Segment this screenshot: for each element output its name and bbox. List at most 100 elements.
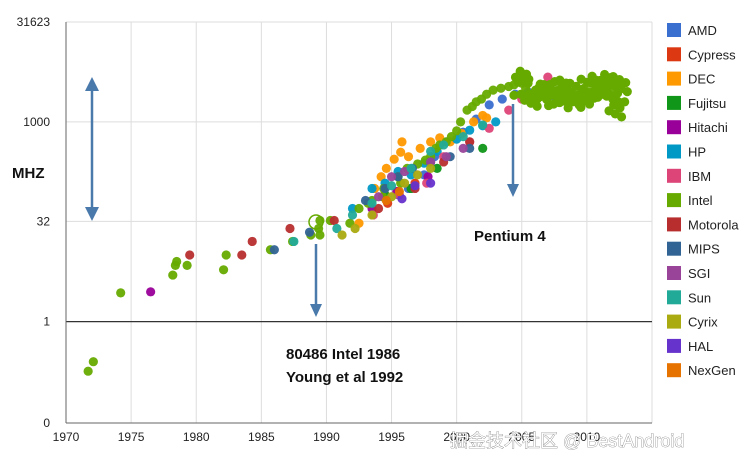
intel-80486-arrow [310,244,322,317]
y-tick-label: 0 [43,416,50,430]
data-point-intel [532,101,542,111]
x-tick-label: 1970 [53,430,80,444]
data-point-sun [439,140,449,150]
x-tick-label: 2010 [574,430,601,444]
data-point-mips [269,245,279,255]
data-point-sun [332,223,342,234]
axes [65,22,652,424]
legend-swatch [667,217,681,232]
data-point-dec [482,113,492,123]
data-point-sun [458,132,468,142]
intel-dense-cluster [509,66,632,122]
legend-item-fujitsu: Fujitsu [667,95,726,111]
legend-label: AMD [688,23,717,38]
data-point-dec [389,154,399,164]
data-point-sgi [441,152,451,162]
legend-label: Intel [688,193,713,208]
legend-swatch [667,47,681,62]
data-point-intel [553,97,564,107]
data-point-dec [468,117,479,127]
range-double-arrow [85,77,99,221]
legend-swatch [667,338,681,353]
data-point-sgi [386,172,397,182]
data-point-intel [583,93,593,103]
y-axis-ticks: 31623 1000 32 1 0 [17,15,51,430]
data-point-intel [488,85,498,95]
series-hal [397,178,436,204]
legend-label: DEC [688,72,715,87]
x-tick-label: 1975 [118,430,145,444]
data-point-hal [397,194,407,204]
data-point-mips [304,227,315,237]
data-point-sun [426,146,436,157]
data-point-intel [622,87,632,97]
data-point-intel [172,256,182,267]
legend-item-hp: HP [667,144,706,160]
data-point-cyrix [426,163,436,174]
data-point-motorola [373,203,384,214]
legend-label: Hitachi [688,120,728,135]
x-tick-label: 1990 [313,430,340,444]
data-point-cyrix [337,230,347,240]
y-axis-label: MHZ [12,165,45,182]
y-tick-label: 31623 [17,15,51,29]
data-point-hp [491,117,501,127]
data-point-cyrix [367,210,377,220]
data-point-intel [521,77,531,87]
data-point-intel [593,92,603,102]
series-sun [289,120,488,247]
legend-label: Sun [688,290,711,305]
data-point-nexgen [381,195,391,206]
legend-swatch [667,95,681,110]
annotation-arrows [85,77,519,317]
legend-label: Cyrix [688,315,718,330]
legend-label: IBM [688,169,711,184]
data-point-intel [496,83,506,93]
legend-swatch [667,120,681,135]
data-point-intel [182,260,192,270]
watermark: 掘金技术社区 @ BestAndroid [450,431,684,451]
legend-item-nexgen: NexGen [667,363,736,378]
data-point-motorola [247,236,257,247]
data-point-mips [393,172,403,182]
legend-label: MIPS [688,242,720,257]
data-point-sun [367,198,377,208]
legend-swatch [667,290,681,305]
x-tick-label: 1985 [248,430,275,444]
annotation-young-et-al-1992: Young et al 1992 [286,369,403,386]
data-point-intel [83,366,93,376]
data-point-intel [221,250,231,260]
data-point-intel [513,77,523,87]
legend-item-intel: Intel [667,193,713,208]
legend-label: NexGen [688,363,736,378]
data-point-sun [386,181,397,191]
data-point-mips [465,143,475,153]
series-hitachi [146,172,433,297]
data-point-intel [168,270,178,280]
data-points [83,66,632,376]
x-tick-label: 1995 [378,430,405,444]
data-point-intel [616,112,627,122]
legend-item-hal: HAL [667,338,713,354]
data-point-sgi [426,157,436,167]
data-point-amd [484,100,494,110]
data-point-hp [367,183,377,194]
series-nexgen [381,186,404,206]
intel-80486-highlight-ring [308,214,324,230]
data-point-hp [465,125,475,135]
x-tick-label: 2000 [443,430,470,444]
data-point-intel [452,126,462,136]
data-point-sgi [458,143,468,153]
data-point-hitachi [146,287,156,297]
legend-swatch [667,193,681,208]
data-point-motorola [285,223,295,234]
data-point-dec [396,147,406,157]
legend-label: Cypress [688,47,736,62]
data-point-ibm [504,105,514,115]
data-point-motorola [329,215,339,226]
legend-swatch [667,266,681,280]
data-point-intel [218,265,229,275]
legend-item-cypress: Cypress [667,47,736,62]
y-tick-label: 1 [43,315,50,329]
